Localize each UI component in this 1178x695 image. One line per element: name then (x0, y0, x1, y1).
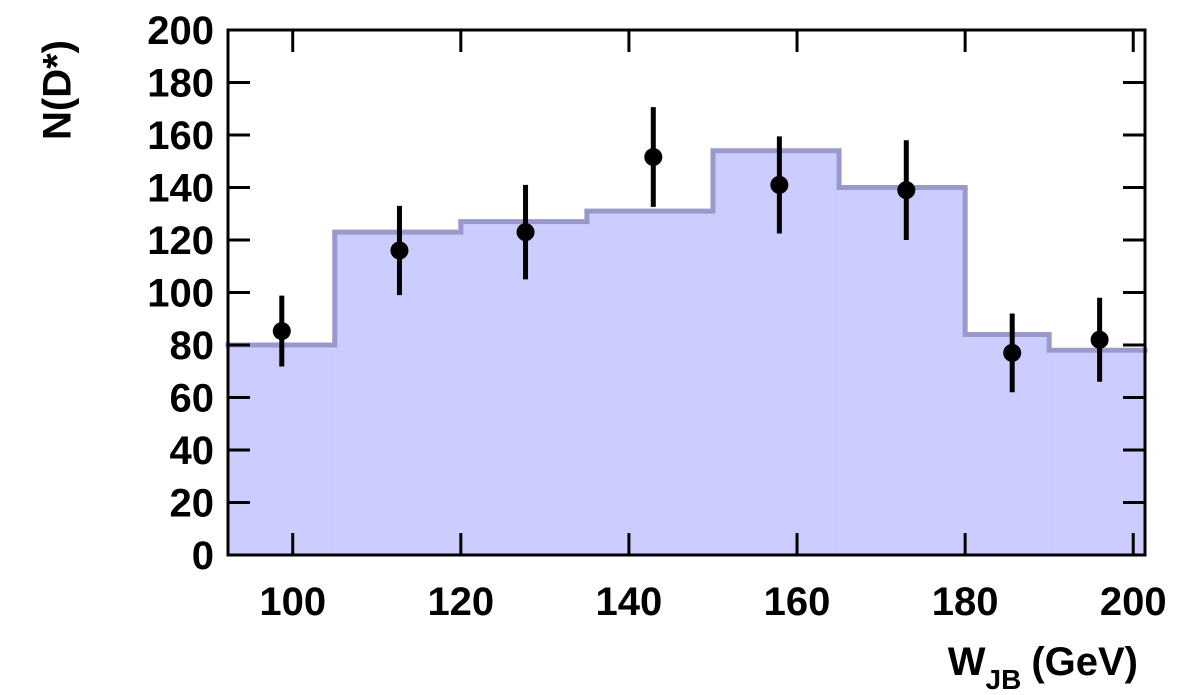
y-tick-label: 20 (170, 482, 215, 526)
x-tick-label: 120 (427, 580, 494, 624)
x-tick-label: 200 (1100, 580, 1167, 624)
data-point (390, 241, 409, 260)
x-axis-label: WJB (GeV) (948, 640, 1138, 695)
hist-bar (586, 211, 713, 555)
y-tick-label: 0 (192, 534, 214, 578)
y-tick-label: 100 (147, 272, 214, 316)
x-tick-label: 140 (596, 580, 663, 624)
x-label-unit: (GeV) (1031, 640, 1138, 684)
x-tick-label: 180 (932, 580, 999, 624)
data-point (272, 322, 291, 341)
data-point (1003, 343, 1022, 362)
y-tick-label: 60 (170, 377, 215, 421)
hist-bar (965, 334, 1050, 555)
x-tick-label: 100 (259, 580, 326, 624)
y-tick-label: 200 (147, 9, 214, 53)
y-tick-label: 140 (147, 167, 214, 211)
y-tick-label: 80 (170, 324, 215, 368)
hist-bar (712, 150, 840, 555)
y-axis-label: N(D*) (36, 40, 80, 140)
data-point (770, 175, 789, 194)
hist-bar (1049, 350, 1145, 555)
x-label-sub: JB (986, 664, 1022, 695)
data-point (644, 148, 663, 167)
y-tick-label: 40 (170, 429, 215, 473)
x-tick-label: 160 (764, 580, 831, 624)
hist-bar (839, 187, 966, 555)
y-tick-label: 160 (147, 114, 214, 158)
data-point (1090, 330, 1109, 349)
y-tick-label: 120 (147, 219, 214, 263)
data-point (897, 181, 916, 200)
data-point (516, 223, 535, 242)
x-label-main: W (948, 640, 986, 684)
y-tick-label: 180 (147, 62, 214, 106)
